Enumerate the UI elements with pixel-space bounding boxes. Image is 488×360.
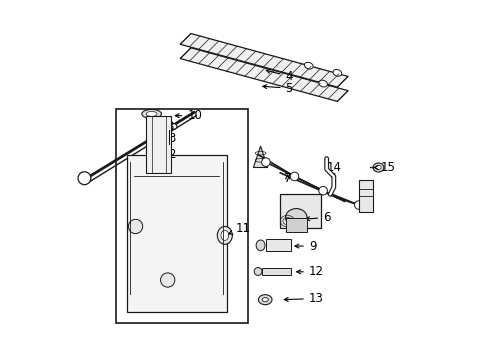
Polygon shape bbox=[358, 180, 372, 212]
Ellipse shape bbox=[153, 132, 163, 139]
Ellipse shape bbox=[375, 165, 380, 170]
Text: 8: 8 bbox=[165, 120, 173, 133]
Ellipse shape bbox=[221, 230, 228, 240]
Text: 6: 6 bbox=[305, 211, 330, 224]
Ellipse shape bbox=[157, 146, 163, 150]
Ellipse shape bbox=[262, 297, 268, 302]
Text: 4: 4 bbox=[265, 69, 292, 83]
Text: 1: 1 bbox=[162, 127, 170, 144]
Bar bbox=[262, 268, 290, 275]
Ellipse shape bbox=[217, 226, 232, 244]
Text: 13: 13 bbox=[284, 292, 323, 305]
Text: 11: 11 bbox=[228, 222, 250, 235]
Text: 15: 15 bbox=[373, 161, 394, 174]
Circle shape bbox=[254, 267, 262, 275]
Ellipse shape bbox=[153, 146, 163, 153]
Circle shape bbox=[290, 172, 298, 181]
Ellipse shape bbox=[332, 69, 341, 76]
Bar bbox=[285, 217, 306, 232]
Bar bbox=[265, 239, 290, 251]
Ellipse shape bbox=[142, 109, 161, 118]
Circle shape bbox=[318, 186, 326, 195]
Text: 10: 10 bbox=[175, 109, 202, 122]
Ellipse shape bbox=[318, 80, 327, 87]
Ellipse shape bbox=[304, 62, 312, 69]
Text: 7: 7 bbox=[283, 172, 291, 185]
Text: 5: 5 bbox=[262, 82, 292, 95]
Bar bbox=[116, 109, 247, 323]
Ellipse shape bbox=[128, 219, 142, 234]
Text: 3: 3 bbox=[160, 132, 175, 145]
Ellipse shape bbox=[157, 132, 163, 136]
Ellipse shape bbox=[169, 123, 177, 129]
Text: 12: 12 bbox=[296, 265, 323, 278]
Bar bbox=[280, 194, 321, 228]
Polygon shape bbox=[253, 146, 267, 167]
Circle shape bbox=[261, 158, 270, 166]
Ellipse shape bbox=[258, 295, 271, 305]
Ellipse shape bbox=[285, 208, 306, 226]
Circle shape bbox=[78, 172, 91, 185]
Polygon shape bbox=[180, 33, 347, 87]
Ellipse shape bbox=[146, 112, 157, 116]
Text: 14: 14 bbox=[326, 161, 341, 177]
Ellipse shape bbox=[372, 163, 383, 172]
Bar bbox=[146, 116, 171, 173]
Circle shape bbox=[354, 201, 363, 209]
Ellipse shape bbox=[256, 240, 264, 251]
Polygon shape bbox=[180, 48, 347, 102]
Ellipse shape bbox=[160, 273, 175, 287]
Text: 9: 9 bbox=[294, 240, 316, 253]
Bar bbox=[126, 155, 226, 312]
Text: 2: 2 bbox=[161, 148, 175, 162]
